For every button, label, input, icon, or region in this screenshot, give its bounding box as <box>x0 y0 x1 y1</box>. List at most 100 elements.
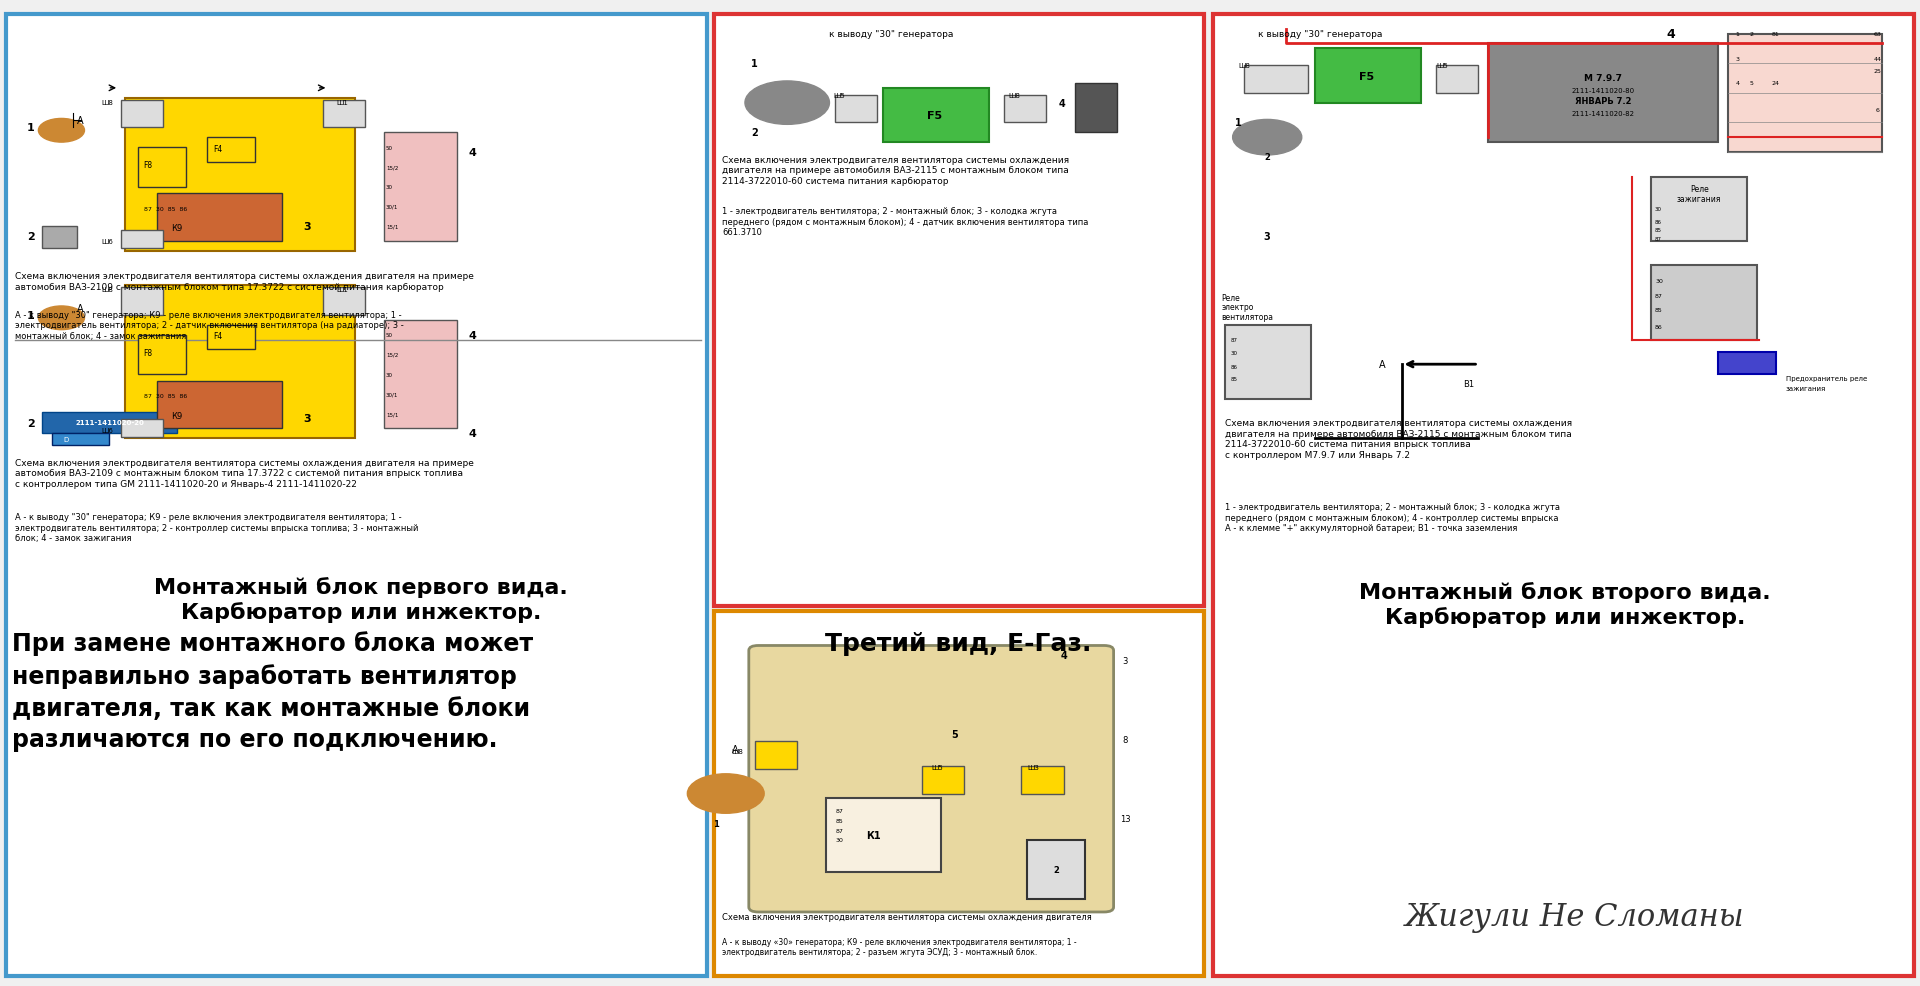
Text: 44: 44 <box>1874 56 1882 62</box>
Text: 87: 87 <box>1231 337 1238 343</box>
Text: А: А <box>1379 360 1386 370</box>
Text: к выводу "30" генератора: к выводу "30" генератора <box>1258 30 1382 39</box>
Text: Ш6: Ш6 <box>102 239 113 245</box>
Text: 87: 87 <box>835 827 843 833</box>
Text: 5: 5 <box>1749 81 1753 87</box>
Text: 30: 30 <box>386 184 394 190</box>
Text: Монтажный блок первого вида.
Карбюратор или инжектор.: Монтажный блок первого вида. Карбюратор … <box>154 577 568 622</box>
Text: 4: 4 <box>468 330 476 340</box>
Text: 24: 24 <box>1772 81 1780 87</box>
Text: Ш6: Ш6 <box>102 428 113 434</box>
Text: 2111-1411020-80: 2111-1411020-80 <box>1572 88 1634 94</box>
Text: Ш1: Ш1 <box>336 287 348 293</box>
Text: ЯНВАРЬ 7.2: ЯНВАРЬ 7.2 <box>1574 97 1632 106</box>
Text: 2: 2 <box>1263 153 1271 163</box>
Text: К9: К9 <box>171 224 182 234</box>
Text: 3: 3 <box>303 222 311 232</box>
Text: 6: 6 <box>1876 107 1880 113</box>
Text: 15/1: 15/1 <box>386 411 397 417</box>
Text: 85: 85 <box>1655 308 1663 314</box>
FancyBboxPatch shape <box>1718 353 1776 375</box>
Text: 85: 85 <box>835 817 843 823</box>
Text: 4: 4 <box>1058 99 1066 108</box>
Text: 1: 1 <box>1235 118 1242 128</box>
FancyBboxPatch shape <box>922 766 964 794</box>
FancyBboxPatch shape <box>125 99 355 251</box>
Text: F4: F4 <box>213 144 223 154</box>
Text: 3: 3 <box>1123 656 1127 666</box>
Text: 25: 25 <box>1874 68 1882 74</box>
Text: F4: F4 <box>213 331 223 341</box>
Circle shape <box>745 82 829 125</box>
FancyBboxPatch shape <box>121 101 163 128</box>
Text: Реле: Реле <box>1221 293 1240 303</box>
FancyBboxPatch shape <box>121 231 163 248</box>
Text: Жигули Не Сломаны: Жигули Не Сломаны <box>1405 901 1743 933</box>
Text: Ш1: Ш1 <box>336 100 348 106</box>
FancyBboxPatch shape <box>138 335 186 375</box>
Text: Ш8: Ш8 <box>1008 93 1020 99</box>
Text: 30: 30 <box>386 372 394 378</box>
Text: 50: 50 <box>386 332 394 338</box>
FancyBboxPatch shape <box>1004 96 1046 123</box>
Text: D: D <box>63 437 69 443</box>
Text: Ш8: Ш8 <box>732 748 743 754</box>
Text: 63: 63 <box>1874 32 1882 37</box>
Text: 15/1: 15/1 <box>386 224 397 230</box>
Text: Ш5: Ш5 <box>931 764 943 770</box>
Text: 85: 85 <box>1231 377 1238 383</box>
Text: вентилятора: вентилятора <box>1221 313 1273 322</box>
Text: F5: F5 <box>1359 72 1375 82</box>
Text: 1: 1 <box>27 311 35 320</box>
Text: Схема включения электродвигателя вентилятора системы охлаждения двигателя на при: Схема включения электродвигателя вентиля… <box>15 272 474 292</box>
FancyBboxPatch shape <box>323 288 365 316</box>
FancyBboxPatch shape <box>835 96 877 123</box>
FancyBboxPatch shape <box>714 15 1204 606</box>
FancyBboxPatch shape <box>42 227 77 248</box>
Text: 4: 4 <box>468 148 476 158</box>
Circle shape <box>1233 120 1302 156</box>
FancyBboxPatch shape <box>1213 15 1914 976</box>
FancyBboxPatch shape <box>323 101 365 128</box>
Text: 3: 3 <box>303 414 311 424</box>
Text: 4: 4 <box>1736 81 1740 87</box>
Text: 1 - электродвигатель вентилятора; 2 - монтажный блок; 3 - колодка жгута
переднег: 1 - электродвигатель вентилятора; 2 - мо… <box>722 207 1089 237</box>
Text: 81: 81 <box>1772 32 1780 37</box>
FancyBboxPatch shape <box>1021 766 1064 794</box>
Text: 15/2: 15/2 <box>386 165 397 171</box>
Text: К9: К9 <box>171 411 182 421</box>
Circle shape <box>38 119 84 143</box>
FancyBboxPatch shape <box>1075 84 1117 133</box>
Text: Ш8: Ш8 <box>102 287 113 293</box>
Circle shape <box>687 774 764 813</box>
Text: 15/2: 15/2 <box>386 352 397 358</box>
FancyBboxPatch shape <box>1488 44 1718 143</box>
Text: электро: электро <box>1221 303 1254 313</box>
Text: Ш8: Ш8 <box>1238 63 1250 69</box>
FancyBboxPatch shape <box>883 89 989 143</box>
Text: А - к выводу «30» генератора; К9 - реле включения электродвигателя вентилятора; : А - к выводу «30» генератора; К9 - реле … <box>722 937 1077 956</box>
Text: 30: 30 <box>1655 278 1663 284</box>
Text: F8: F8 <box>142 348 152 358</box>
Text: 3: 3 <box>1263 232 1271 242</box>
FancyBboxPatch shape <box>1651 266 1757 340</box>
Text: 5: 5 <box>950 730 958 740</box>
FancyBboxPatch shape <box>52 434 109 446</box>
Text: А: А <box>77 304 84 314</box>
Text: зажигания: зажигания <box>1676 194 1722 204</box>
Text: А - к выводу "30" генератора; К9 - реле включения электродвигателя вентилятора; : А - к выводу "30" генератора; К9 - реле … <box>15 513 419 542</box>
Text: 8: 8 <box>1123 735 1127 744</box>
Text: 86: 86 <box>1655 219 1663 225</box>
Text: А - к выводу "30" генератора; К9 - реле включения электродвигателя вентилятора; : А - к выводу "30" генератора; К9 - реле … <box>15 311 403 340</box>
FancyBboxPatch shape <box>384 320 457 429</box>
Text: 30: 30 <box>1655 206 1663 212</box>
Text: F8: F8 <box>142 161 152 171</box>
Text: зажигания: зажигания <box>1786 386 1826 391</box>
FancyBboxPatch shape <box>207 138 255 163</box>
Text: 2111-1411020-20: 2111-1411020-20 <box>75 420 144 426</box>
Text: 87  30  85  86: 87 30 85 86 <box>144 206 188 212</box>
Text: А: А <box>77 116 84 126</box>
FancyBboxPatch shape <box>121 288 163 316</box>
FancyBboxPatch shape <box>1436 66 1478 94</box>
FancyBboxPatch shape <box>6 15 707 976</box>
